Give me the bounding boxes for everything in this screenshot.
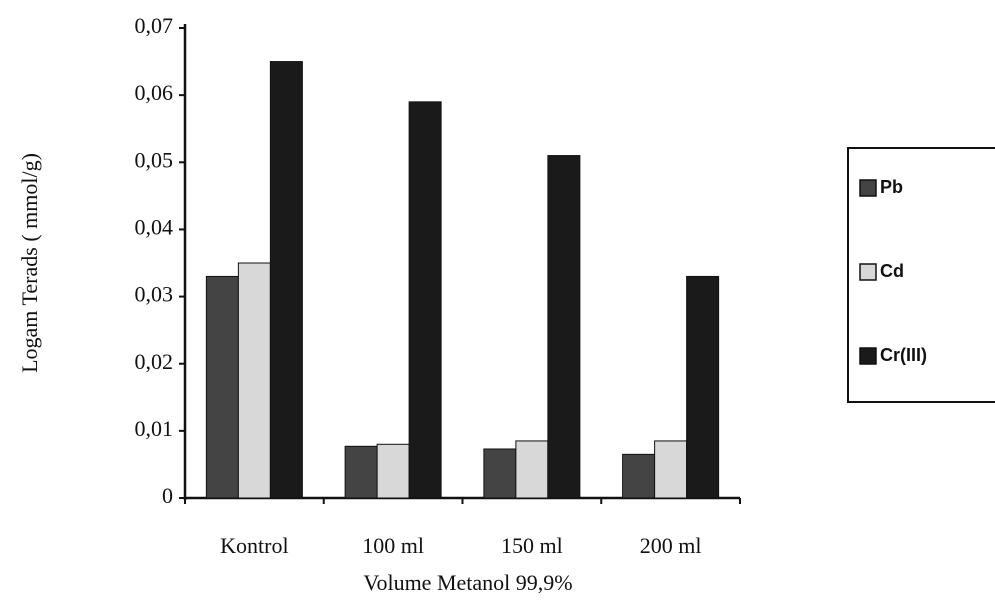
- x-tick-label: 150 ml: [501, 533, 563, 558]
- y-axis-label: Logam Terads ( mmol/g): [17, 153, 42, 373]
- bar: [409, 102, 441, 498]
- x-tick-label: 100 ml: [362, 533, 424, 558]
- bar: [516, 441, 548, 498]
- x-axis-label: Volume Metanol 99,9%: [363, 570, 572, 595]
- bar: [270, 62, 302, 498]
- chart: Volume Metanol 99,9% Logam Terads ( mmol…: [0, 0, 995, 605]
- x-tick-label: 200 ml: [640, 533, 702, 558]
- bar: [548, 156, 580, 498]
- y-tick-label: 0,03: [135, 282, 174, 307]
- bar: [377, 444, 409, 498]
- bar: [687, 276, 719, 498]
- legend-label: Pb: [880, 177, 903, 197]
- bar: [655, 441, 687, 498]
- y-tick-label: 0: [162, 483, 173, 508]
- bar: [238, 263, 270, 498]
- bar: [206, 276, 238, 498]
- legend-swatch: [860, 348, 876, 364]
- y-tick-label: 0,07: [135, 13, 174, 38]
- y-tick-label: 0,06: [135, 80, 174, 105]
- y-tick-label: 0,02: [135, 349, 174, 374]
- legend-label: Cd: [880, 261, 904, 281]
- y-tick-label: 0,05: [135, 147, 174, 172]
- legend-swatch: [860, 264, 876, 280]
- bar: [623, 454, 655, 498]
- bar: [345, 446, 377, 498]
- y-tick-label: 0,01: [135, 416, 174, 441]
- bar: [484, 449, 516, 498]
- legend-swatch: [860, 180, 876, 196]
- x-tick-label: Kontrol: [220, 533, 288, 558]
- y-tick-label: 0,04: [135, 214, 174, 239]
- legend-label: Cr(III): [880, 345, 927, 365]
